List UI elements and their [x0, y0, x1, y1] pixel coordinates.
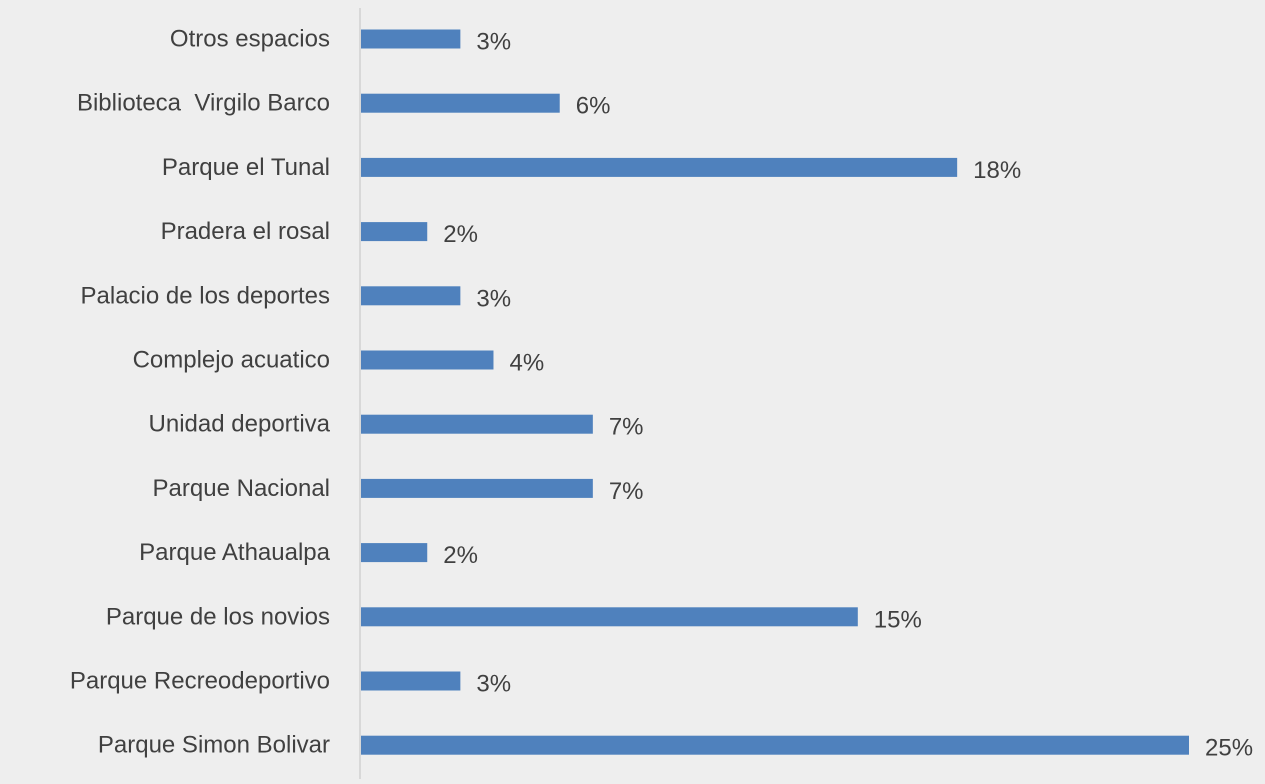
bar — [361, 93, 560, 113]
category-label: Unidad deportiva — [149, 411, 331, 438]
data-label: 3% — [476, 29, 511, 56]
data-label: 15% — [874, 606, 922, 633]
category-label: Otros espacios — [170, 26, 330, 53]
data-label: 6% — [576, 93, 611, 120]
data-label: 18% — [973, 157, 1021, 184]
category-label: Complejo acuatico — [133, 347, 330, 374]
bar — [361, 607, 858, 627]
category-label: Palacio de los deportes — [81, 282, 331, 309]
data-label: 7% — [609, 414, 644, 441]
category-label: Parque el Tunal — [162, 154, 330, 181]
category-label: Parque Athaualpa — [139, 539, 330, 566]
bar — [361, 222, 428, 242]
category-label: Biblioteca Virgilo Barco — [77, 90, 330, 117]
data-label: 3% — [476, 285, 511, 312]
data-label: 3% — [476, 671, 511, 698]
category-label: Parque Recreodeportivo — [70, 668, 330, 695]
bar — [361, 414, 593, 434]
bar — [361, 29, 461, 49]
bar — [361, 478, 593, 498]
bar — [361, 350, 494, 370]
bar — [361, 735, 1189, 755]
category-label: Parque de los novios — [106, 603, 330, 630]
data-label: 7% — [609, 478, 644, 505]
bars-group — [361, 29, 1189, 755]
category-label: Parque Nacional — [153, 475, 330, 502]
bar — [361, 157, 958, 177]
bar — [361, 543, 428, 563]
category-label: Parque Simon Bolivar — [98, 732, 330, 759]
data-label: 2% — [443, 542, 478, 569]
data-labels-group: 3% 6% 18% 2% 3% 4% 7% 7% 2% 15% 3% 25% — [443, 29, 1253, 762]
bar — [361, 671, 461, 691]
bar — [361, 286, 461, 306]
data-label: 25% — [1205, 735, 1253, 762]
category-label: Pradera el rosal — [161, 218, 330, 245]
data-label: 4% — [509, 350, 544, 377]
data-label: 2% — [443, 221, 478, 248]
category-labels-group: Otros espacios Biblioteca Virgilo Barco Pa… — [70, 26, 331, 759]
